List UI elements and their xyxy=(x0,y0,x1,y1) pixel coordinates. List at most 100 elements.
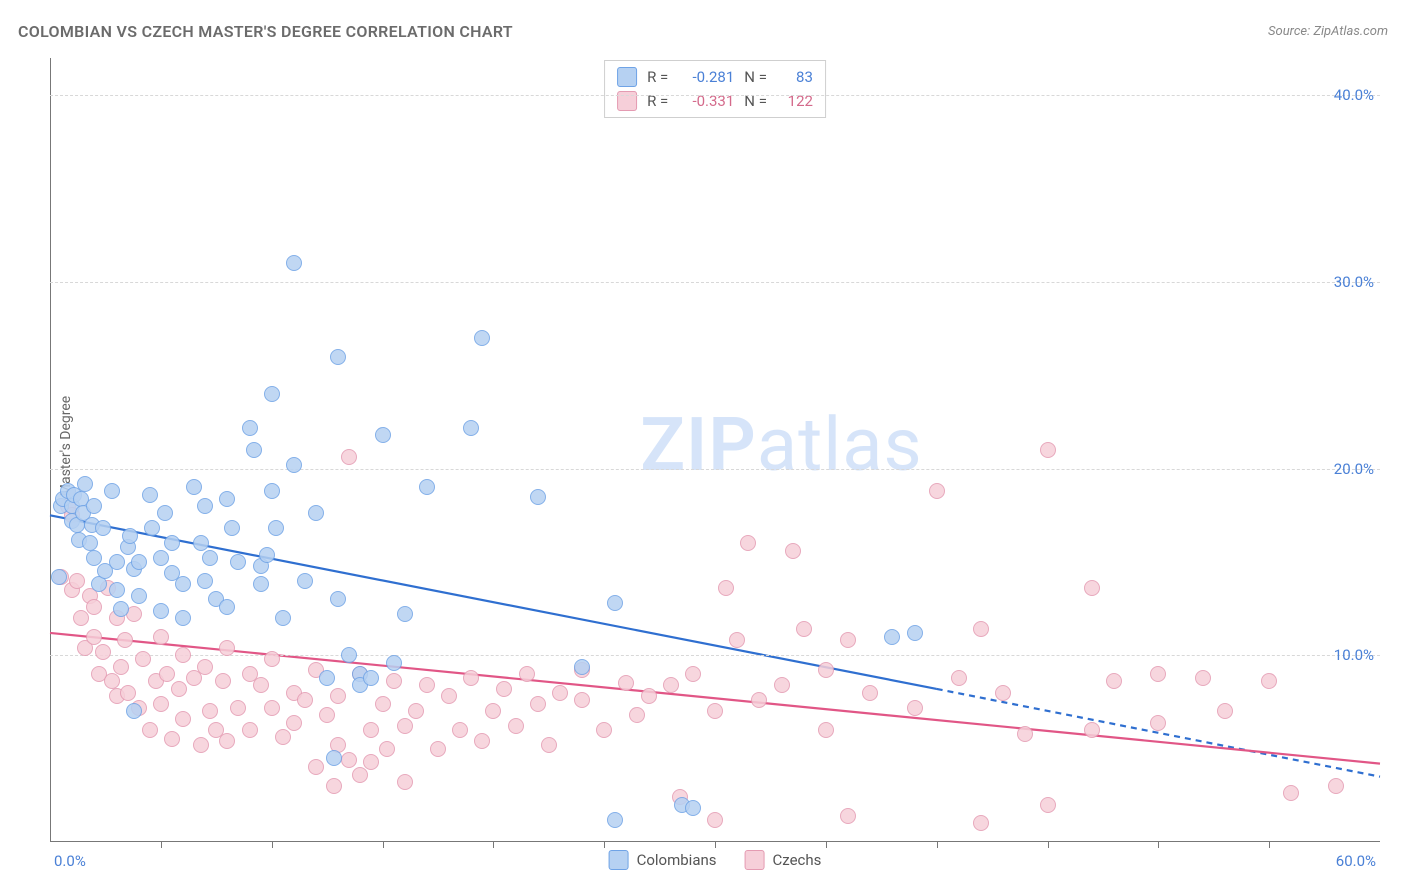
data-point xyxy=(774,677,790,693)
r-label: R = xyxy=(647,65,668,89)
data-point xyxy=(574,659,590,675)
data-point xyxy=(224,520,240,536)
data-point xyxy=(496,681,512,697)
source-attribution: Source: ZipAtlas.com xyxy=(1268,24,1388,39)
legend-item-czechs: Czechs xyxy=(745,850,822,870)
scatter-plot-area: ZIPatlas R = -0.281 N = 83 R = -0.331 N … xyxy=(50,58,1380,842)
y-tick-label: 10.0% xyxy=(1334,646,1374,664)
x-tick xyxy=(715,842,716,848)
x-tick xyxy=(161,842,162,848)
data-point xyxy=(268,520,284,536)
legend-row-colombians: R = -0.281 N = 83 xyxy=(617,65,813,89)
data-point xyxy=(308,505,324,521)
data-point xyxy=(474,330,490,346)
data-point xyxy=(242,722,258,738)
data-point xyxy=(275,610,291,626)
x-tick xyxy=(826,842,827,848)
data-point xyxy=(193,535,209,551)
data-point xyxy=(82,535,98,551)
data-point xyxy=(164,535,180,551)
data-point xyxy=(86,599,102,615)
data-point xyxy=(607,595,623,611)
data-point xyxy=(386,655,402,671)
data-point xyxy=(419,677,435,693)
data-point xyxy=(973,815,989,831)
source-label: Source: xyxy=(1268,24,1313,39)
data-point xyxy=(1084,722,1100,738)
r-value-czechs: -0.331 xyxy=(678,89,734,113)
data-point xyxy=(86,629,102,645)
data-point xyxy=(596,722,612,738)
data-point xyxy=(144,520,160,536)
data-point xyxy=(929,483,945,499)
data-point xyxy=(69,573,85,589)
x-tick xyxy=(493,842,494,848)
data-point xyxy=(840,808,856,824)
data-point xyxy=(73,610,89,626)
data-point xyxy=(862,685,878,701)
y-tick-label: 40.0% xyxy=(1334,86,1374,104)
data-point xyxy=(552,685,568,701)
data-point xyxy=(219,640,235,656)
data-point xyxy=(202,550,218,566)
data-point xyxy=(122,528,138,544)
data-point xyxy=(95,644,111,660)
data-point xyxy=(153,603,169,619)
data-point xyxy=(319,670,335,686)
data-point xyxy=(330,349,346,365)
data-point xyxy=(818,662,834,678)
data-point xyxy=(175,711,191,727)
data-point xyxy=(1017,726,1033,742)
data-point xyxy=(242,420,258,436)
data-point xyxy=(259,547,275,563)
gridline xyxy=(50,282,1380,283)
data-point xyxy=(718,580,734,596)
trend-line xyxy=(50,633,1380,764)
x-tick xyxy=(1269,842,1270,848)
data-point xyxy=(685,666,701,682)
data-point xyxy=(219,733,235,749)
data-point xyxy=(131,554,147,570)
data-point xyxy=(1150,666,1166,682)
data-point xyxy=(326,778,342,794)
y-tick-label: 30.0% xyxy=(1334,273,1374,291)
data-point xyxy=(104,673,120,689)
data-point xyxy=(1261,673,1277,689)
data-point xyxy=(153,550,169,566)
data-point xyxy=(463,420,479,436)
data-point xyxy=(707,703,723,719)
data-point xyxy=(1283,785,1299,801)
data-point xyxy=(202,703,218,719)
data-point xyxy=(246,442,262,458)
swatch-colombians-icon xyxy=(617,67,637,87)
data-point xyxy=(541,737,557,753)
data-point xyxy=(1106,673,1122,689)
data-point xyxy=(341,752,357,768)
data-point xyxy=(707,812,723,828)
data-point xyxy=(341,647,357,663)
r-value-colombians: -0.281 xyxy=(678,65,734,89)
data-point xyxy=(197,573,213,589)
data-point xyxy=(375,696,391,712)
data-point xyxy=(175,647,191,663)
data-point xyxy=(641,688,657,704)
x-axis-origin-label: 0.0% xyxy=(54,852,86,870)
n-value-colombians: 83 xyxy=(777,65,813,89)
data-point xyxy=(363,754,379,770)
data-point xyxy=(326,750,342,766)
data-point xyxy=(995,685,1011,701)
x-tick xyxy=(1048,842,1049,848)
data-point xyxy=(186,479,202,495)
data-point xyxy=(297,573,313,589)
data-point xyxy=(973,621,989,637)
data-point xyxy=(840,632,856,648)
data-point xyxy=(951,670,967,686)
data-point xyxy=(430,741,446,757)
data-point xyxy=(1150,715,1166,731)
data-point xyxy=(751,692,767,708)
data-point xyxy=(397,606,413,622)
data-point xyxy=(1040,442,1056,458)
gridline xyxy=(50,95,1380,96)
data-point xyxy=(485,703,501,719)
x-tick xyxy=(604,842,605,848)
